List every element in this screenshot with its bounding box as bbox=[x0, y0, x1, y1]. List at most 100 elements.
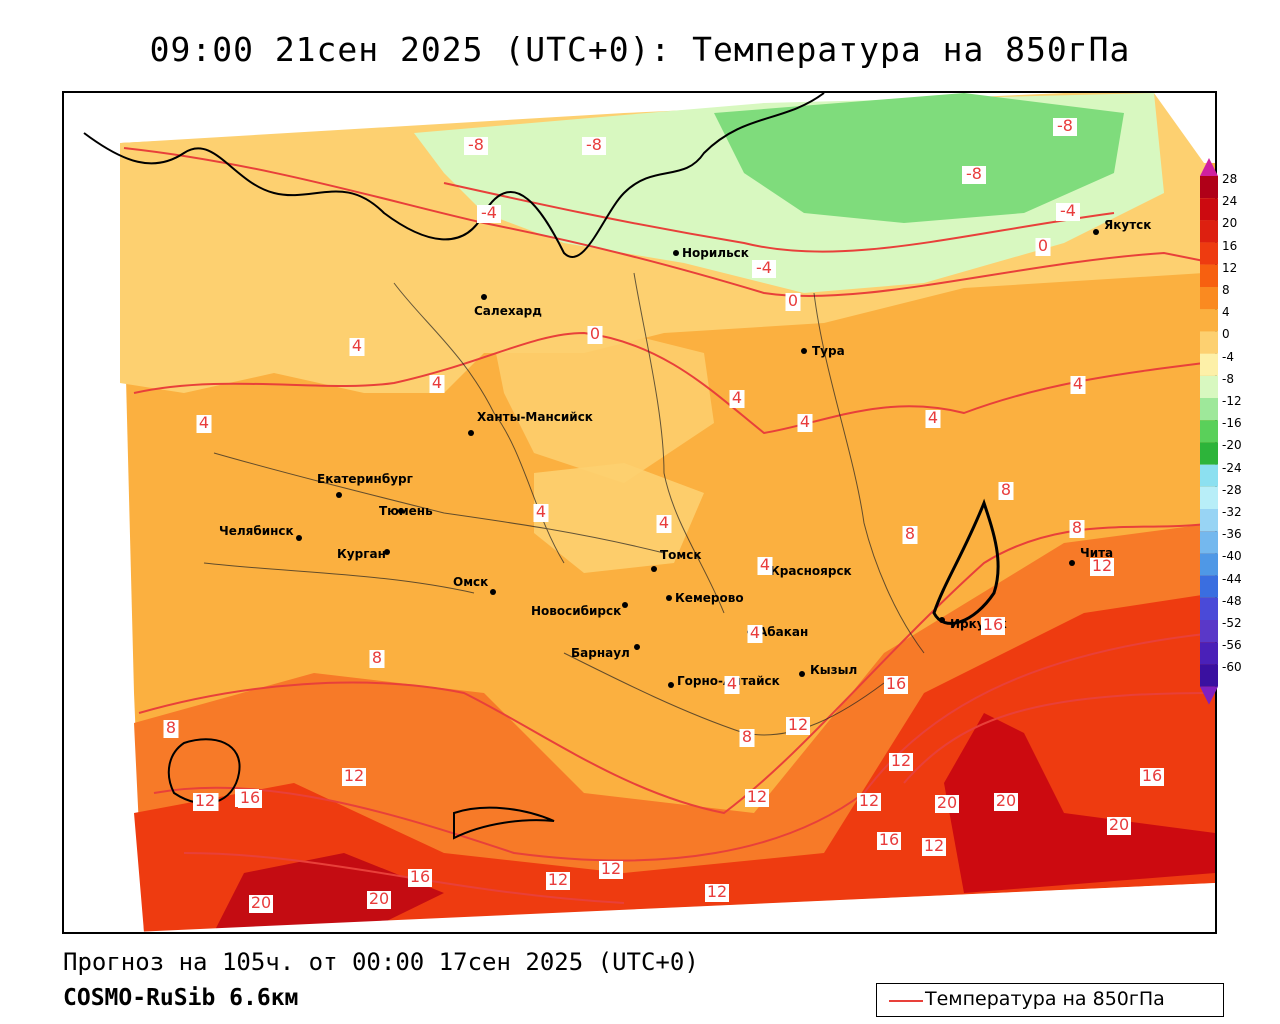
isotherm-label-bg bbox=[1035, 238, 1051, 256]
isotherm-label-bg bbox=[464, 137, 488, 155]
colorbar-top-arrow bbox=[1200, 158, 1218, 176]
colorbar-tick-label: -52 bbox=[1222, 616, 1242, 630]
city-label: Курган bbox=[337, 547, 386, 561]
isotherm-label-bg bbox=[889, 753, 913, 771]
isotherm-label-bg bbox=[962, 166, 986, 184]
isotherm-label-bg bbox=[1070, 376, 1086, 394]
isotherm-label-bg bbox=[196, 415, 212, 433]
isotherm-label: 4 bbox=[432, 373, 442, 392]
isotherm-label: -4 bbox=[481, 203, 497, 222]
city-label: Ханты-Мансийск bbox=[477, 410, 593, 424]
colorbar-segment bbox=[1200, 398, 1218, 421]
isotherm-label-bg bbox=[925, 410, 941, 428]
city-label: Омск bbox=[453, 575, 488, 589]
city-label: Норильск bbox=[682, 246, 749, 260]
city-marker bbox=[801, 348, 807, 354]
colorbar-tick-label: 8 bbox=[1222, 283, 1230, 297]
isotherm-label-bg bbox=[582, 137, 606, 155]
isotherm-4 bbox=[133, 331, 1205, 435]
city-label: Кызыл bbox=[810, 663, 857, 677]
isotherm-label-bg bbox=[922, 838, 946, 856]
colorbar-tick-label: 20 bbox=[1222, 216, 1238, 231]
isotherm-label-bg bbox=[935, 795, 959, 813]
isotherm-label-bg bbox=[369, 650, 385, 668]
city-marker bbox=[673, 250, 679, 256]
isotherm-label: 20 bbox=[1109, 815, 1129, 834]
isotherm-label-bg bbox=[1056, 203, 1080, 221]
isotherm-label: 4 bbox=[1073, 374, 1083, 393]
isotherm-label: 8 bbox=[166, 718, 176, 737]
zone-cool-central bbox=[494, 323, 714, 483]
isotherm-label: 4 bbox=[536, 502, 546, 521]
isotherm-minus4 bbox=[443, 182, 1115, 253]
city-label: Тюмень bbox=[379, 504, 433, 518]
isotherm-label: 8 bbox=[372, 648, 382, 667]
isotherm-label-bg bbox=[884, 676, 908, 694]
isotherm-label: 12 bbox=[1092, 556, 1112, 575]
colorbar-tick-label: -56 bbox=[1222, 638, 1242, 653]
isotherm-label: 20 bbox=[996, 791, 1016, 810]
isotherm-label: -8 bbox=[1057, 116, 1073, 135]
isotherm-label-bg bbox=[249, 895, 273, 913]
no-data-top-right bbox=[1154, 93, 1215, 163]
isotherm-label-bg bbox=[729, 390, 745, 408]
isotherm-label-bg bbox=[349, 338, 365, 356]
isotherm-label-bg bbox=[238, 790, 262, 808]
city-marker bbox=[1093, 229, 1099, 235]
colorbar-segment bbox=[1200, 553, 1218, 576]
city-marker bbox=[481, 294, 487, 300]
zone-cool-tomsk bbox=[534, 463, 704, 573]
city-label: Новосибирск bbox=[531, 604, 621, 618]
isotherm-label-bg bbox=[408, 869, 432, 887]
city-label: Салехард bbox=[474, 304, 542, 318]
colorbar-tick-label: -60 bbox=[1222, 660, 1242, 675]
city-marker bbox=[939, 617, 945, 623]
colorbar-gradient bbox=[1200, 158, 1218, 705]
colorbar-tick-label: 12 bbox=[1222, 260, 1238, 275]
isotherm-label: 4 bbox=[199, 413, 209, 432]
isotherm-label: 4 bbox=[352, 336, 362, 355]
colorbar-segment bbox=[1200, 597, 1218, 620]
forecast-caption: Прогноз на 105ч. от 00:00 17сен 2025 (UT… bbox=[63, 948, 699, 976]
isotherm-label: 4 bbox=[760, 555, 770, 574]
city-marker bbox=[1069, 560, 1075, 566]
colorbar-tick-label: -28 bbox=[1222, 482, 1242, 497]
isotherm-label: 12 bbox=[601, 859, 621, 878]
colorbar-tick-label: -36 bbox=[1222, 527, 1242, 542]
isotherm-label: 4 bbox=[659, 513, 669, 532]
temperature-colorbar bbox=[1200, 158, 1218, 713]
city-marker bbox=[398, 508, 404, 514]
isotherm-label-bg bbox=[193, 793, 217, 811]
isotherm-label-bg bbox=[587, 326, 603, 344]
colorbar-tick-label: 28 bbox=[1222, 172, 1238, 186]
colorbar-segment bbox=[1200, 264, 1218, 287]
isotherm-label-bg bbox=[599, 861, 623, 879]
colorbar-tick-label: -16 bbox=[1222, 416, 1242, 431]
isotherm-16 bbox=[183, 692, 1215, 904]
isotherm-label: 8 bbox=[905, 524, 915, 543]
zone-hottest-east bbox=[944, 713, 1215, 893]
colorbar-segment bbox=[1200, 575, 1218, 598]
colorbar-tick-label: 4 bbox=[1222, 305, 1230, 320]
colorbar-tick-label: -12 bbox=[1222, 394, 1242, 408]
isotherm-label: 12 bbox=[747, 787, 767, 806]
colorbar-tick-label: -32 bbox=[1222, 505, 1242, 519]
colorbar-segment bbox=[1200, 464, 1218, 487]
isotherm-label: 20 bbox=[369, 889, 389, 908]
city-label: Челябинск bbox=[219, 524, 294, 538]
isotherm-label: 16 bbox=[879, 830, 899, 849]
zone-colder-north bbox=[714, 93, 1124, 223]
city-label: Барнаул bbox=[571, 646, 630, 660]
city-label: Екатеринбург bbox=[317, 472, 413, 486]
isotherm-label: 4 bbox=[732, 388, 742, 407]
isotherm-label-bg bbox=[981, 617, 1005, 635]
isotherm-label-bg bbox=[724, 676, 740, 694]
colorbar-segment bbox=[1200, 509, 1218, 532]
colorbar-segment bbox=[1200, 486, 1218, 509]
colorbar-tick-label: -8 bbox=[1222, 371, 1234, 386]
no-data-left bbox=[64, 93, 134, 932]
isotherm-label-bg bbox=[1090, 558, 1114, 576]
isotherm-label-bg bbox=[747, 625, 763, 643]
city-marker bbox=[634, 644, 640, 650]
isotherm-8 bbox=[138, 522, 1215, 815]
